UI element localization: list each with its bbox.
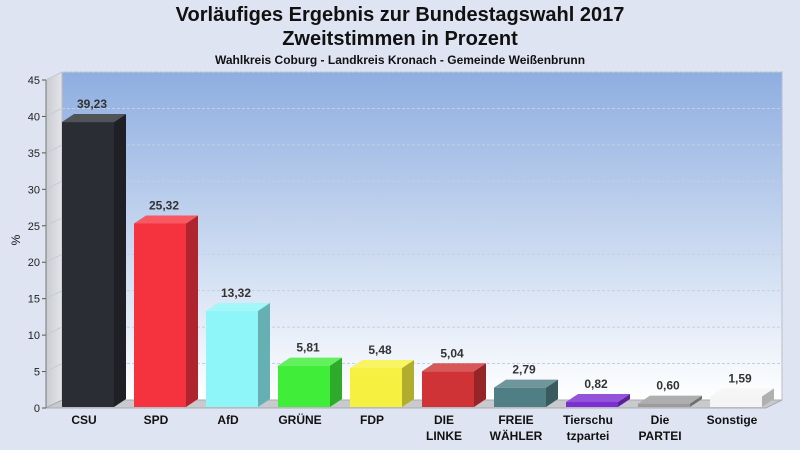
x-tick-label: AfD: [217, 413, 239, 427]
chart-title-line-2: Zweitstimmen in Prozent: [282, 28, 518, 50]
x-tick-label: Die: [651, 413, 670, 427]
y-tick-label: 5: [34, 367, 40, 379]
bar-front: [134, 223, 186, 407]
x-tick-label: SPD: [144, 413, 169, 427]
x-tick-label: FREIE: [498, 413, 533, 427]
x-tick-label: DIE: [434, 413, 454, 427]
bar-side: [114, 114, 126, 408]
bar-side: [186, 215, 198, 407]
grid-line-side: [45, 290, 63, 300]
y-tick-label: 40: [28, 111, 40, 123]
bar-side: [474, 363, 486, 407]
bar-front: [566, 402, 618, 407]
bar-side: [690, 395, 702, 407]
x-tick-label: WÄHLER: [490, 428, 543, 443]
bar-side: [618, 394, 630, 407]
grid-line-side: [45, 253, 63, 263]
x-tick-label: Tierschu: [563, 413, 613, 427]
grid-line-side: [45, 326, 63, 336]
bar-top: [134, 215, 198, 224]
grid-line-side: [45, 107, 63, 117]
labels: 39,23 CSU 25,32 SPD 13,32 AfD 5,81 GRÜNE 5,48 FDP…: [71, 97, 757, 443]
x-tick-label: tzpartei: [567, 429, 610, 443]
bar-front: [710, 396, 762, 407]
bar-fdp: [350, 360, 414, 407]
bar-afd: [206, 302, 270, 407]
bar-tierschu-tzpartei: [566, 394, 630, 407]
data-label: 13,32: [221, 286, 251, 300]
grid-line-side: [45, 363, 63, 373]
bar-front: [350, 368, 402, 407]
bar-front: [278, 365, 330, 407]
data-label: 0,60: [656, 379, 680, 393]
data-label: 5,04: [440, 346, 464, 360]
bar-top: [710, 388, 774, 397]
bar-die-linke: [422, 363, 486, 407]
data-label: 0,82: [584, 377, 608, 391]
bar-top: [278, 357, 342, 366]
x-tick-label: Sonstige: [707, 413, 758, 427]
bar-side: [402, 360, 414, 407]
y-tick-label: 25: [28, 221, 40, 233]
bar-top: [566, 394, 630, 403]
grid-line-side: [45, 180, 63, 190]
x-tick-label: GRÜNE: [278, 412, 321, 427]
chart-title-line-1: Vorläufiges Ergebnis zur Bundestagswahl …: [175, 4, 625, 26]
y-tick-label: 0: [34, 403, 40, 415]
bar-top: [494, 379, 558, 388]
grid-line-side: [45, 217, 63, 227]
x-tick-label: FDP: [360, 413, 384, 427]
data-label: 1,59: [728, 371, 752, 385]
y-axis: 0 5 10 15 20 25 30 35 40 45%: [9, 75, 47, 415]
bar-front: [62, 122, 114, 408]
bar-sonstige: [710, 388, 774, 407]
bar-front: [422, 371, 474, 407]
bar-top: [638, 395, 702, 404]
bar-spd: [134, 215, 198, 407]
bar-freie-wähler: [494, 379, 558, 407]
bar-die-partei: [638, 395, 702, 407]
bar-top: [62, 114, 126, 123]
y-tick-label: 10: [28, 330, 40, 342]
chart-subtitle: Wahlkreis Coburg - Landkreis Kronach - G…: [214, 53, 586, 67]
y-tick-label: 35: [28, 148, 40, 160]
data-label: 25,32: [149, 198, 179, 212]
grid-line-side: [45, 144, 63, 154]
bar-front: [206, 310, 258, 407]
bar-side: [258, 302, 270, 407]
grid-line-side: [45, 71, 63, 81]
bar-side: [762, 388, 774, 407]
data-label: 2,79: [512, 363, 536, 377]
data-label: 5,81: [296, 341, 320, 355]
bar-top: [350, 360, 414, 369]
data-label: 5,48: [368, 343, 392, 357]
data-label: 39,23: [77, 97, 107, 111]
chart-title: Vorläufiges Ergebnis zur Bundestagswahl …: [0, 3, 800, 51]
bar-side: [330, 357, 342, 407]
y-tick-label: 45: [28, 75, 40, 87]
x-tick-label: PARTEI: [638, 429, 681, 443]
bar-side: [546, 379, 558, 407]
y-tick-label: 15: [28, 294, 40, 306]
bar-grüne: [278, 357, 342, 407]
bars: [62, 114, 774, 408]
y-tick-label: 30: [28, 184, 40, 196]
bar-top: [206, 302, 270, 311]
bar-top: [422, 363, 486, 372]
plot-side-wall: [45, 71, 63, 409]
x-tick-label: LINKE: [426, 429, 462, 443]
bar-csu: [62, 114, 126, 408]
bar-front: [638, 403, 690, 407]
y-tick-label: 20: [28, 257, 40, 269]
bar-front: [494, 387, 546, 407]
x-tick-label: CSU: [71, 413, 96, 427]
y-axis-title: %: [9, 234, 23, 245]
